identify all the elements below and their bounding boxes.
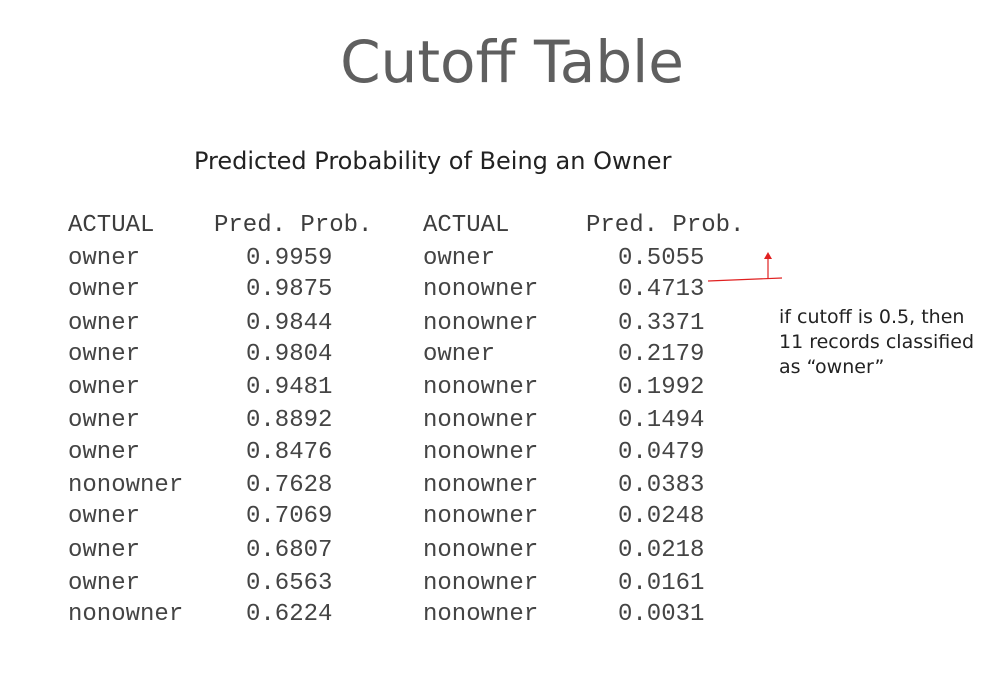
cell-actual-left: owner [68,310,141,337]
cell-prob-left: 0.7069 [246,503,333,530]
cell-prob-left: 0.6807 [246,537,333,564]
header-prob-left: Pred. Prob. [214,212,373,239]
cell-prob-left: 0.9959 [246,245,333,272]
slide-title: Cutoff Table [340,28,684,96]
cell-prob-left: 0.6563 [246,570,333,597]
cell-actual-right: nonowner [423,601,539,628]
cell-prob-right: 0.0248 [618,503,705,530]
cell-prob-right: 0.0161 [618,570,705,597]
cell-actual-left: owner [68,570,141,597]
cell-actual-left: owner [68,374,141,401]
cutoff-marker [707,252,783,282]
cell-actual-left: owner [68,537,141,564]
cell-prob-right: 0.5055 [618,245,705,272]
cell-prob-right: 0.0479 [618,439,705,466]
cell-actual-right: nonowner [423,374,539,401]
cell-prob-left: 0.8892 [246,407,333,434]
annotation-line: as “owner” [779,356,885,378]
header-actual-left: ACTUAL [68,212,155,239]
cell-prob-right: 0.1494 [618,407,705,434]
cell-actual-left: owner [68,407,141,434]
cell-actual-right: nonowner [423,276,539,303]
cell-actual-right: nonowner [423,439,539,466]
cell-actual-right: nonowner [423,407,539,434]
cell-prob-left: 0.9844 [246,310,333,337]
cell-prob-right: 0.2179 [618,341,705,368]
cell-prob-right: 0.3371 [618,310,705,337]
cell-prob-left: 0.6224 [246,601,333,628]
cell-actual-left: nonowner [68,472,184,499]
cell-prob-left: 0.9481 [246,374,333,401]
cell-actual-left: owner [68,276,141,303]
header-prob-right: Pred. Prob. [586,212,745,239]
cutoff-arrow-head [764,252,772,259]
annotation-line: if cutoff is 0.5, then [779,306,965,328]
cell-prob-right: 0.0383 [618,472,705,499]
cell-actual-right: nonowner [423,537,539,564]
cell-prob-right: 0.0031 [618,601,705,628]
cell-prob-left: 0.7628 [246,472,333,499]
cell-actual-left: owner [68,503,141,530]
cell-actual-right: nonowner [423,503,539,530]
cell-prob-left: 0.9804 [246,341,333,368]
cutoff-line [707,277,783,282]
cell-prob-right: 0.0218 [618,537,705,564]
cell-actual-right: nonowner [423,310,539,337]
cell-actual-left: owner [68,341,141,368]
cell-actual-right: owner [423,341,496,368]
cell-actual-right: nonowner [423,570,539,597]
cell-actual-right: nonowner [423,472,539,499]
cell-prob-right: 0.4713 [618,276,705,303]
cell-actual-left: nonowner [68,601,184,628]
cell-actual-right: owner [423,245,496,272]
cell-prob-right: 0.1992 [618,374,705,401]
cell-prob-left: 0.9875 [246,276,333,303]
table-subtitle: Predicted Probability of Being an Owner [194,147,672,175]
annotation-line: 11 records classified [779,331,975,353]
cell-actual-left: owner [68,439,141,466]
header-actual-right: ACTUAL [423,212,510,239]
cell-actual-left: owner [68,245,141,272]
cutoff-annotation: if cutoff is 0.5, then 11 records classi… [779,305,994,380]
cell-prob-left: 0.8476 [246,439,333,466]
